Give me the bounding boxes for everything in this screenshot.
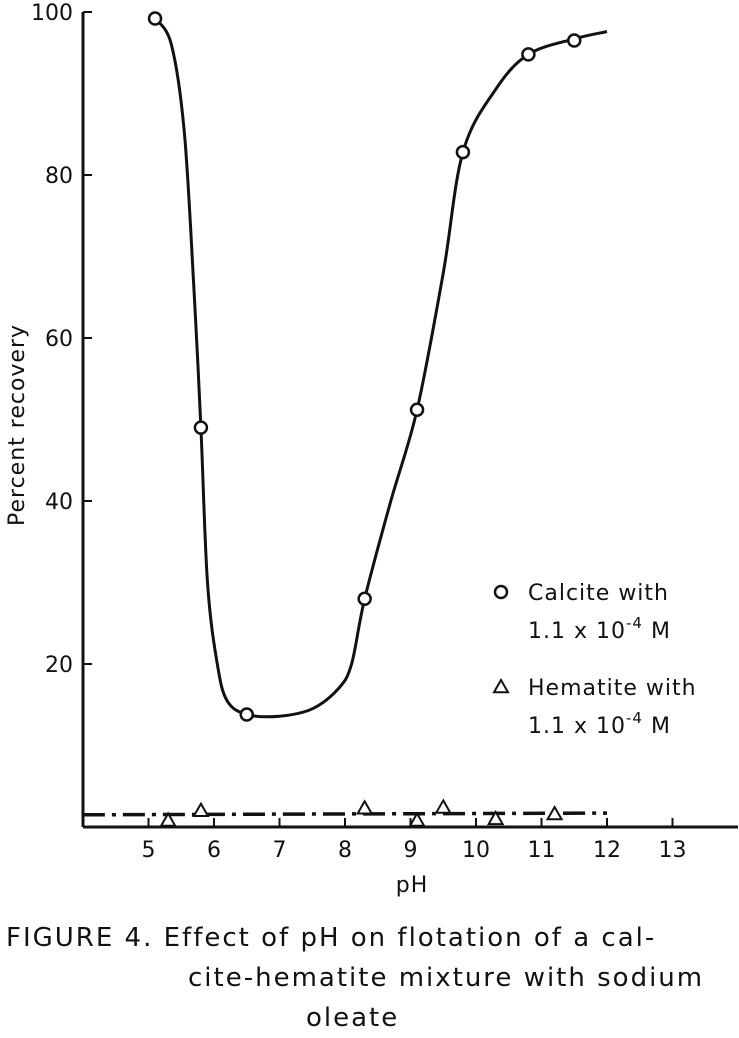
series-0-curve — [153, 17, 608, 719]
y-tick-label-20: 20 — [45, 653, 73, 678]
series-1-point-0 — [159, 811, 177, 827]
x-tick-label-12: 12 — [593, 838, 621, 863]
x-tick-label-13: 13 — [659, 838, 687, 863]
series-0-point-3 — [357, 591, 372, 607]
series-1-point-4 — [434, 798, 452, 814]
legend-marker-1 — [492, 677, 510, 694]
legend-label-0: Calcite with — [528, 581, 669, 606]
x-tick-label-10: 10 — [462, 838, 490, 863]
x-tick-label-8: 8 — [338, 838, 352, 863]
series-1-point-3 — [408, 811, 426, 827]
y-tick-label-100: 100 — [31, 1, 73, 26]
y-tick-label-80: 80 — [45, 164, 73, 189]
series-0-point-5 — [455, 144, 471, 160]
series-0-point-0 — [147, 11, 163, 26]
x-tick-label-7: 7 — [273, 838, 287, 863]
axes — [81, 12, 738, 829]
series-0-point-2 — [239, 707, 254, 722]
series-0-point-4 — [409, 402, 425, 417]
series-0-point-7 — [567, 33, 582, 48]
x-axis-title: pH — [396, 873, 429, 898]
chart: 5 6 7 8 9 10 11 12 13 20 40 60 80 100 Percent recover… — [5, 1, 738, 898]
series-1-point-2 — [355, 799, 374, 815]
x-tick-label-9: 9 — [404, 838, 418, 863]
y-axis-title: Percent recovery — [5, 324, 30, 526]
y-tick-label-60: 60 — [45, 327, 73, 352]
x-tick-label-5: 5 — [142, 838, 156, 863]
series-1-point-6 — [545, 804, 564, 821]
y-tick-label-40: 40 — [45, 490, 73, 515]
series-1-curve — [82, 811, 608, 817]
series-0-point-1 — [193, 420, 209, 435]
figure-caption: FIGURE 4. Effect of pH on flotation of a… — [0, 918, 739, 1038]
series-1-point-5 — [486, 809, 505, 826]
caption-line-1: FIGURE 4. Effect of pH on flotation of a… — [6, 923, 657, 953]
ticks: 5 6 7 8 9 10 11 12 13 20 40 60 80 100 — [31, 1, 687, 863]
legend: Calcite with 1.1 x 10-4 M Hematite with 1.1… — [492, 581, 697, 739]
legend-marker-0 — [493, 584, 509, 600]
series-1-point-1 — [192, 801, 210, 817]
caption-line-2: cite-hematite mixture with sodium — [188, 963, 705, 993]
markers — [147, 11, 582, 827]
legend-concentration-1: 1.1 x 10-4 M — [528, 709, 671, 739]
legend-concentration-0: 1.1 x 10-4 M — [528, 614, 671, 644]
series-0-point-6 — [521, 47, 536, 62]
legend-label-1: Hematite with — [528, 676, 697, 701]
caption-line-3: oleate — [306, 1003, 400, 1033]
x-tick-label-11: 11 — [528, 838, 556, 863]
x-tick-label-6: 6 — [207, 838, 221, 863]
